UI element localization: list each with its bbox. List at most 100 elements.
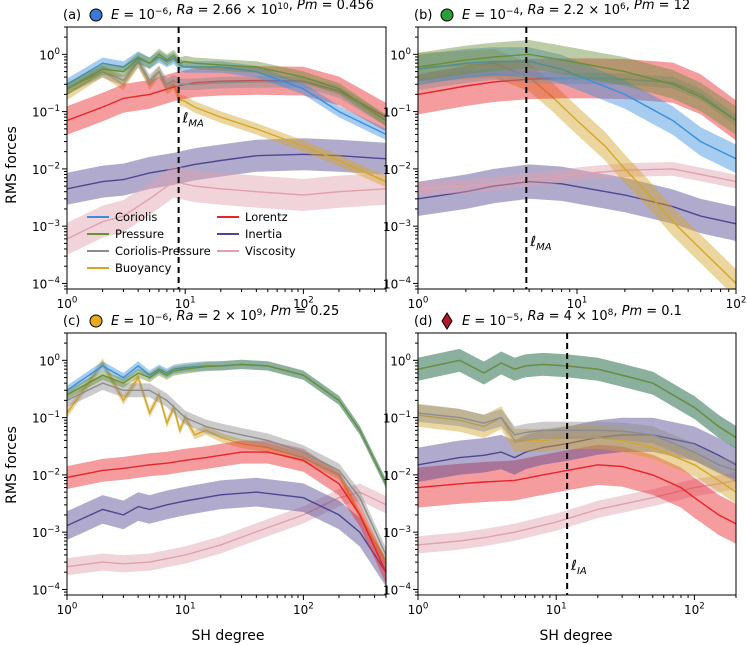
panel-title: (b) E = 10−4, Ra = 2.2 × 106, Pm = 12 [414,0,690,23]
y-ticks: 10−4 10−3 10−2 10−1 100 [383,332,418,597]
x-tick-label: 102 [293,296,314,311]
band-viscosity [418,471,736,554]
y-tick-label: 10−2 [32,161,60,176]
band-viscosity [418,162,736,196]
x-tick-label: 102 [726,296,747,311]
axes-frame [66,332,387,596]
plot-area [67,48,386,255]
y-tick-label: 10−3 [383,525,411,540]
line-coriolis [418,60,736,160]
y-tick-label: 10−3 [32,525,60,540]
vline-label: ℓMA [529,234,551,253]
y-tick-label: 100 [39,47,60,62]
line-inertia [67,491,386,573]
line-viscosity [67,180,386,240]
line-buoyancy [418,62,736,284]
panel-title-text: E = 10−6, Ra = 2 × 109, Pm = 0.25 [111,304,339,329]
line-lorentz [67,451,386,573]
line-inertia [418,180,736,225]
x-ticks: 100 101 102 [57,289,387,311]
band-pressure [67,48,386,127]
legend-label-inertia: Inertia [245,227,282,241]
x-tick-label: 102 [293,602,314,617]
band-coriolis [418,47,736,174]
band-lorentz [418,58,736,141]
plot-area [418,348,736,554]
legend-label-buoyancy: Buoyancy [115,261,172,275]
y-tick-label: 10−2 [32,467,60,482]
x-ticks: 100 101 102 [408,595,737,617]
y-tick-label: 100 [39,353,60,368]
panel-d: ℓIA 100 101 102 10−4 10−3 10−2 10−1 100 (d) E = 10… [383,304,737,617]
line-buoyancy [67,60,386,183]
axes-frame [417,332,737,596]
panel-title-text: E = 10−4, Ra = 2.2 × 106, Pm = 12 [462,0,690,23]
line-coriolis-pressure [418,412,736,472]
band-viscosity [67,165,386,255]
axes-frame [66,26,387,290]
y-tick-label: 10−4 [32,582,60,597]
x-tick-label: 101 [567,296,588,311]
band-coriolis [67,51,386,141]
x-tick-label: 101 [175,296,196,311]
y-tick-label: 10−3 [383,219,411,234]
band-inertia [67,477,386,587]
panel-label: (c) [63,314,80,329]
legend: Coriolis Pressure Coriolis-Pressure Buoyanc… [87,210,296,275]
x-ticks: 100 101 102 [57,595,387,617]
x-tick-label: 100 [408,602,429,617]
x-tick-label: 101 [175,602,196,617]
marker-circle-icon [89,314,103,328]
y-tick-label: 10−1 [383,410,411,425]
x-tick-label: 101 [546,602,567,617]
x-tick-label: 100 [408,296,429,311]
legend-label-pressure: Pressure [115,227,164,241]
legend-label-coriolis: Coriolis [115,210,157,224]
y-tick-label: 10−2 [383,161,411,176]
plot-area [418,40,736,289]
x-tick-label: 100 [57,296,78,311]
plot-area [67,358,386,587]
y-tick-label: 100 [390,47,411,62]
band-lorentz [67,440,386,584]
band-pressure [67,359,386,489]
band-coriolis-pressure [418,404,736,479]
panel-c: 100 101 102 10−4 10−3 10−2 10−1 100 (c) E = 10−6,… [32,304,387,617]
line-pressure [418,359,736,439]
line-viscosity [418,479,736,546]
line-coriolis-pressure [418,73,736,122]
band-viscosity [67,483,386,576]
marker-circle-icon [89,8,103,22]
band-buoyancy [67,55,386,188]
panel-title: (c) E = 10−6, Ra = 2 × 109, Pm = 0.25 [63,304,339,329]
panel-label: (b) [414,8,432,23]
line-pressure [67,363,386,485]
band-coriolis [67,359,386,489]
x-axis-label-left: SH degree [192,628,265,644]
y-tick-label: 10−1 [32,410,60,425]
y-axis-label-top: RMS forces [4,126,20,204]
panel-label: (a) [63,8,81,23]
panel-title-text: E = 10−6, Ra = 2.66 × 1010, Pm = 0.456 [111,0,374,23]
panel-a: ℓMA 100 101 102 10−4 10−3 10−2 10−1 100 (a) E = 10… [32,0,387,311]
x-ticks: 100 101 102 [408,289,747,311]
y-tick-label: 10−1 [32,104,60,119]
panel-title: (d) E = 10−5, Ra = 4 × 108, Pm = 0.1 [414,304,682,330]
line-viscosity [67,491,386,568]
line-pressure [418,53,736,122]
y-ticks: 10−4 10−3 10−2 10−1 100 [32,26,67,291]
band-coriolis-pressure [418,68,736,127]
y-tick-label: 10−4 [383,582,411,597]
y-ticks: 10−4 10−3 10−2 10−1 100 [32,332,67,597]
y-ticks: 10−4 10−3 10−2 10−1 100 [383,26,418,291]
band-coriolis [418,348,736,449]
y-axis-label-bottom: RMS forces [4,426,20,504]
panel-b: ℓMA 100 101 102 10−4 10−3 10−2 10−1 100 (b) E = 10… [383,0,746,311]
band-buoyancy [418,403,736,504]
vline-label: ℓIA [570,558,587,577]
marker-diamond-icon [441,312,453,330]
line-viscosity [418,168,736,190]
panel-title-text: E = 10−5, Ra = 4 × 108, Pm = 0.1 [462,304,682,329]
band-pressure [418,348,736,449]
